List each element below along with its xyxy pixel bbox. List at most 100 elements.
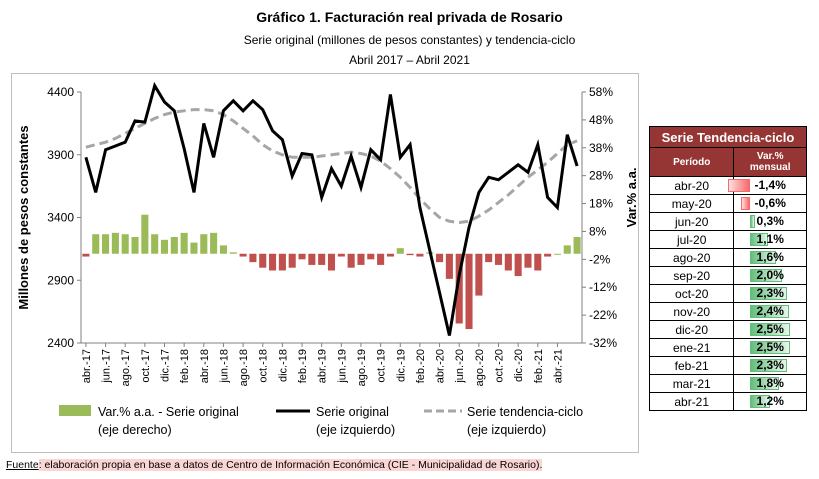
bar-yoy-var bbox=[465, 253, 473, 330]
period-cell: sep-20 bbox=[648, 266, 735, 285]
bar-yoy-var bbox=[504, 253, 512, 271]
x-tick-label: abr.-21 bbox=[552, 349, 564, 383]
x-tick-label: oct.-17 bbox=[140, 349, 152, 383]
chart-subtitle: Serie original (millones de pesos consta… bbox=[243, 33, 576, 47]
chart-title: Gráfico 1. Facturación real privada de R… bbox=[256, 9, 563, 25]
monthly-var-value: 1,2% bbox=[756, 394, 784, 408]
table-title: Serie Tendencia-ciclo bbox=[649, 126, 807, 148]
period-cell: oct-20 bbox=[648, 284, 735, 303]
bar-yoy-var bbox=[102, 234, 110, 254]
bar-yoy-var bbox=[573, 237, 581, 254]
monthly-var-cell-inner: -1,4% bbox=[728, 177, 806, 194]
table-row: jul-20 1,1% bbox=[648, 230, 807, 249]
left-tick-label: 2400 bbox=[47, 336, 74, 350]
legend-label-original: Serie original bbox=[316, 405, 389, 419]
monthly-var-value: -1,4% bbox=[754, 178, 786, 192]
bar-yoy-var bbox=[278, 253, 286, 271]
x-tick-label: jun.-19 bbox=[336, 349, 348, 384]
data-bar bbox=[750, 395, 770, 408]
period-cell: nov-20 bbox=[648, 302, 735, 321]
bar-yoy-var bbox=[514, 253, 522, 277]
bar-yoy-var bbox=[200, 234, 208, 254]
bar-yoy-var bbox=[239, 253, 247, 257]
bar-yoy-var bbox=[141, 214, 149, 254]
bar-yoy-var bbox=[131, 237, 139, 254]
table-row: mar-21 1,8% bbox=[648, 374, 807, 393]
right-tick-label: 38% bbox=[589, 141, 613, 155]
period-cell: jul-20 bbox=[648, 230, 735, 249]
right-tick-label: 8% bbox=[589, 224, 607, 238]
chart-period: Abril 2017 – Abril 2021 bbox=[349, 53, 470, 67]
legend-label-bars: Var.% a.a. - Serie original bbox=[98, 405, 239, 419]
monthly-var-value: -0,6% bbox=[754, 196, 786, 210]
bar-yoy-var bbox=[111, 232, 119, 254]
left-tick-label: 2900 bbox=[47, 273, 74, 287]
table-row: abr-21 1,2% bbox=[648, 392, 807, 411]
trend-cycle-table: Serie Tendencia-ciclo Período Var.% mens… bbox=[648, 126, 807, 411]
left-tick-label: 3900 bbox=[47, 148, 74, 162]
data-bar bbox=[728, 179, 751, 192]
bar-yoy-var bbox=[377, 253, 385, 265]
monthly-var-cell: 2,3% bbox=[733, 284, 807, 303]
x-tick-label: feb.-19 bbox=[297, 349, 309, 383]
x-tick-label: feb.-21 bbox=[533, 349, 545, 383]
bar-yoy-var bbox=[386, 253, 394, 257]
x-tick-label: dic.-19 bbox=[395, 349, 407, 382]
monthly-var-cell: 2,3% bbox=[733, 356, 807, 375]
monthly-var-cell-inner: 2,3% bbox=[734, 357, 806, 374]
bar-yoy-var bbox=[92, 234, 100, 254]
period-cell: jun-20 bbox=[648, 212, 735, 231]
legend-swatch-bars bbox=[59, 405, 91, 416]
table-row: ene-21 2,5% bbox=[648, 338, 807, 357]
monthly-var-cell: 1,1% bbox=[733, 230, 807, 249]
monthly-var-value: 2,3% bbox=[756, 286, 784, 300]
x-tick-label: oct.-19 bbox=[376, 349, 388, 383]
legend-note-bars: (eje derecho) bbox=[98, 423, 172, 437]
monthly-var-cell: 2,5% bbox=[733, 338, 807, 357]
bar-yoy-var bbox=[544, 253, 552, 257]
monthly-var-value: 2,0% bbox=[756, 268, 784, 282]
column-header-period: Período bbox=[648, 147, 735, 177]
series-line-original bbox=[84, 81, 579, 336]
monthly-var-cell: -0,6% bbox=[733, 194, 807, 213]
legend-note-trend: (eje izquierdo) bbox=[467, 423, 546, 437]
monthly-var-cell: 1,8% bbox=[733, 374, 807, 393]
table-row: jun-20 0,3% bbox=[648, 212, 807, 231]
bar-yoy-var bbox=[553, 253, 561, 255]
x-tick-label: jun.-18 bbox=[218, 349, 230, 384]
bar-yoy-var bbox=[298, 253, 306, 260]
x-tick-label: jun.-20 bbox=[454, 349, 466, 384]
bar-yoy-var bbox=[396, 248, 404, 254]
monthly-var-cell-inner: 1,8% bbox=[734, 375, 806, 392]
monthly-var-cell: 1,2% bbox=[733, 392, 807, 411]
table-row: abr-20 -1,4% bbox=[648, 176, 807, 195]
legend-label-trend: Serie tendencia-ciclo bbox=[467, 405, 583, 419]
left-tick-label: 3400 bbox=[47, 211, 74, 225]
x-tick-label: ago.-18 bbox=[238, 349, 250, 386]
monthly-var-value: 1,1% bbox=[756, 232, 784, 246]
table-row: ago-20 1,6% bbox=[648, 248, 807, 267]
x-tick-label: ago.-17 bbox=[120, 349, 132, 386]
monthly-var-cell-inner: 2,0% bbox=[734, 267, 806, 284]
monthly-var-value: 0,3% bbox=[756, 214, 784, 228]
data-bar bbox=[750, 323, 791, 336]
data-bar bbox=[750, 269, 783, 282]
bar-yoy-var bbox=[249, 253, 257, 263]
right-tick-label: 48% bbox=[589, 113, 613, 127]
bar-yoy-var bbox=[219, 245, 227, 254]
left-tick-label: 4400 bbox=[47, 85, 74, 99]
bar-yoy-var bbox=[337, 253, 345, 257]
bar-yoy-var bbox=[347, 253, 355, 268]
bar-yoy-var bbox=[318, 253, 326, 265]
table-row: sep-20 2,0% bbox=[648, 266, 807, 285]
bar-yoy-var bbox=[121, 234, 129, 254]
monthly-var-cell-inner: 1,1% bbox=[734, 231, 806, 248]
source-text: : elaboración propia en base a datos de … bbox=[38, 459, 543, 471]
monthly-var-cell-inner: -0,6% bbox=[734, 195, 806, 212]
bar-yoy-var bbox=[180, 232, 188, 254]
period-cell: ene-21 bbox=[648, 338, 735, 357]
period-cell: ago-20 bbox=[648, 248, 735, 267]
bar-yoy-var bbox=[259, 253, 267, 268]
bar-yoy-var bbox=[82, 253, 90, 257]
column-header-var-line2: mensual bbox=[749, 162, 791, 173]
